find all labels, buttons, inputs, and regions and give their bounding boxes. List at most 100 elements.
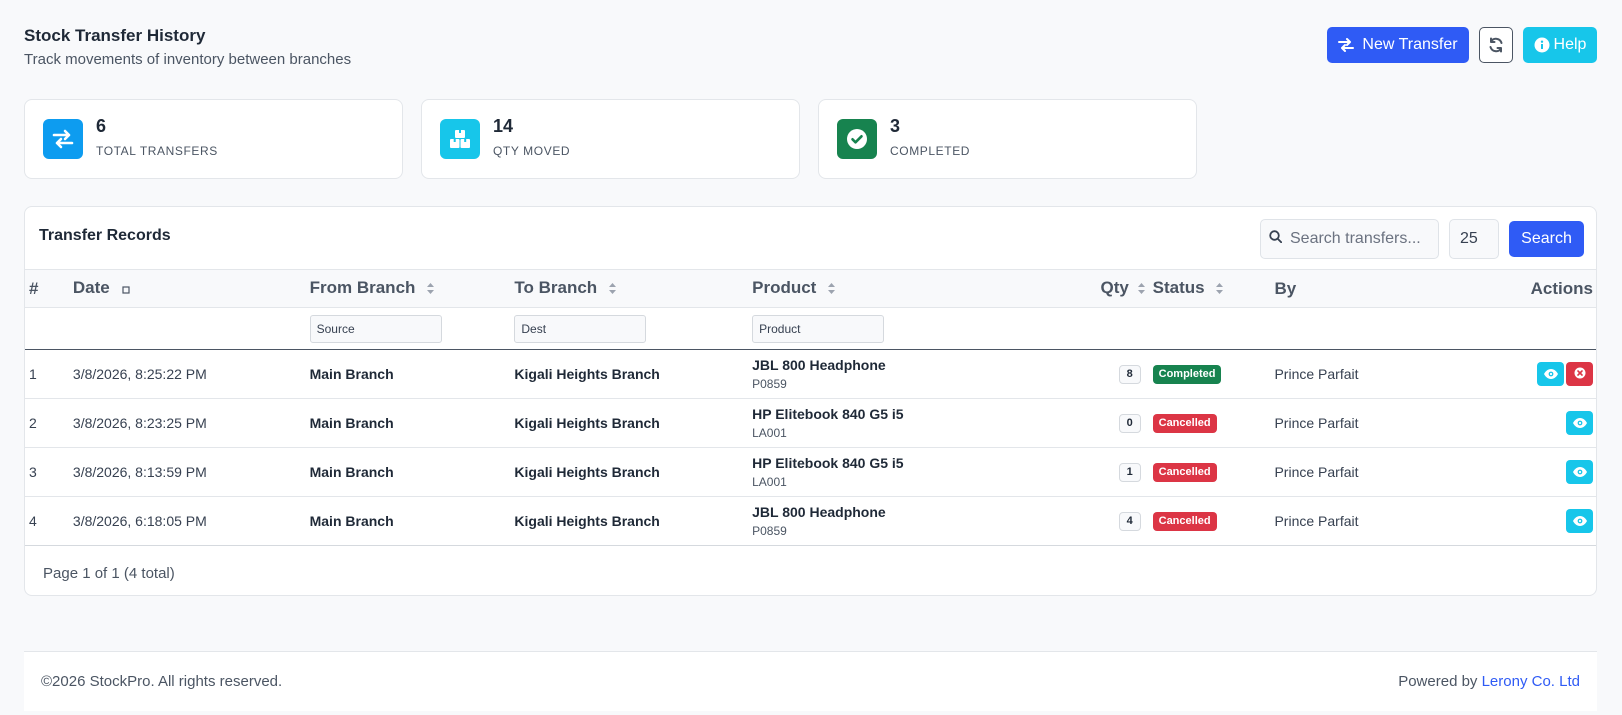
transfer-table: # Date From Branch To Branch Product bbox=[25, 269, 1596, 546]
product-name: JBL 800 Headphone bbox=[752, 504, 886, 520]
row-to-branch: Kigali Heights Branch bbox=[510, 349, 749, 399]
row-from-branch: Main Branch bbox=[305, 349, 511, 399]
copyright-text: ©2026 StockPro. All rights reserved. bbox=[41, 673, 283, 690]
refresh-icon bbox=[1488, 37, 1504, 53]
row-num: 4 bbox=[25, 496, 69, 546]
row-from-branch: Main Branch bbox=[305, 496, 511, 546]
sort-icon bbox=[608, 279, 616, 299]
powered-by: Powered by Lerony Co. Ltd bbox=[1398, 673, 1580, 690]
product-code: LA001 bbox=[752, 475, 787, 489]
info-circle-icon bbox=[1534, 37, 1550, 53]
col-header-actions: Actions bbox=[1443, 269, 1596, 308]
row-product: HP Elitebook 840 G5 i5 LA001 bbox=[748, 398, 1097, 448]
row-by: Prince Parfait bbox=[1270, 447, 1444, 497]
stat-value: 6 bbox=[96, 116, 107, 136]
row-date: 3/8/2026, 8:13:59 PM bbox=[68, 447, 306, 497]
table-row: 2 3/8/2026, 8:23:25 PM Main Branch Kigal… bbox=[25, 398, 1596, 448]
pagination-info: Page 1 of 1 (4 total) bbox=[43, 565, 175, 582]
col-header-status[interactable]: Status bbox=[1148, 269, 1271, 308]
footer: ©2026 StockPro. All rights reserved. Pow… bbox=[24, 651, 1597, 711]
stat-value: 14 bbox=[493, 116, 514, 136]
stat-card-qty-moved: 14 QTY MOVED bbox=[421, 99, 800, 179]
stats-row: 6 TOTAL TRANSFERS 14 QTY MOVED 3 COMPLET… bbox=[24, 99, 1197, 179]
sort-icon bbox=[427, 279, 435, 299]
search-button[interactable]: Search bbox=[1509, 221, 1584, 257]
qty-badge: 0 bbox=[1118, 414, 1141, 433]
page-header: Stock Transfer History Track movements o… bbox=[24, 26, 351, 68]
row-from-branch: Main Branch bbox=[305, 447, 511, 497]
exchange-icon bbox=[1338, 38, 1355, 52]
row-by: Prince Parfait bbox=[1270, 349, 1444, 399]
help-label: Help bbox=[1553, 36, 1587, 53]
page-subtitle: Track movements of inventory between bra… bbox=[24, 51, 352, 68]
status-badge: Cancelled bbox=[1152, 414, 1217, 433]
col-header-to-branch[interactable]: To Branch bbox=[510, 269, 749, 308]
col-header-qty[interactable]: Qty bbox=[1096, 269, 1149, 308]
col-header-from-branch[interactable]: From Branch bbox=[305, 269, 511, 308]
times-circle-icon bbox=[1574, 366, 1586, 382]
new-transfer-label: New Transfer bbox=[1362, 36, 1458, 53]
row-by: Prince Parfait bbox=[1270, 496, 1444, 546]
row-product: JBL 800 Headphone P0859 bbox=[748, 496, 1097, 546]
transfer-records-card: Transfer Records 25 Search # Date From B… bbox=[24, 206, 1597, 596]
row-num: 3 bbox=[25, 447, 69, 497]
product-name: HP Elitebook 840 G5 i5 bbox=[752, 455, 904, 471]
qty-badge: 4 bbox=[1118, 512, 1141, 531]
search-box bbox=[1260, 219, 1439, 259]
stat-card-total-transfers: 6 TOTAL TRANSFERS bbox=[24, 99, 403, 179]
col-header-date[interactable]: Date bbox=[68, 269, 306, 308]
search-icon bbox=[1269, 230, 1283, 248]
col-header-product[interactable]: Product bbox=[748, 269, 1097, 308]
row-date: 3/8/2026, 8:25:22 PM bbox=[68, 349, 306, 399]
powered-by-prefix: Powered by bbox=[1398, 673, 1478, 690]
eye-icon bbox=[1543, 366, 1558, 382]
per-page-input[interactable]: 25 bbox=[1449, 219, 1499, 259]
header-actions: New Transfer Help bbox=[1327, 27, 1597, 63]
qty-badge: 1 bbox=[1118, 463, 1141, 482]
stat-label: QTY MOVED bbox=[493, 144, 571, 158]
sort-icon bbox=[1137, 279, 1145, 299]
sort-icon bbox=[1216, 279, 1224, 299]
help-button[interactable]: Help bbox=[1523, 27, 1597, 63]
row-from-branch: Main Branch bbox=[305, 398, 511, 448]
from-branch-filter[interactable] bbox=[309, 314, 442, 343]
view-button[interactable] bbox=[1566, 509, 1593, 533]
to-branch-filter[interactable] bbox=[514, 314, 647, 343]
qty-badge: 8 bbox=[1118, 365, 1141, 384]
row-product: JBL 800 Headphone P0859 bbox=[748, 349, 1097, 399]
status-badge: Completed bbox=[1152, 365, 1222, 384]
row-num: 2 bbox=[25, 398, 69, 448]
check-circle-icon bbox=[837, 119, 877, 159]
row-num: 1 bbox=[25, 349, 69, 399]
product-name: JBL 800 Headphone bbox=[752, 357, 886, 373]
row-date: 3/8/2026, 8:23:25 PM bbox=[68, 398, 306, 448]
product-filter[interactable] bbox=[752, 314, 885, 343]
row-product: HP Elitebook 840 G5 i5 LA001 bbox=[748, 447, 1097, 497]
search-input[interactable] bbox=[1290, 230, 1430, 248]
view-button[interactable] bbox=[1566, 411, 1593, 435]
cancel-transfer-button[interactable] bbox=[1566, 362, 1593, 386]
stat-value: 3 bbox=[890, 116, 901, 136]
new-transfer-button[interactable]: New Transfer bbox=[1327, 27, 1469, 63]
eye-icon bbox=[1572, 415, 1587, 431]
stat-label: COMPLETED bbox=[890, 144, 971, 158]
col-header-num: # bbox=[25, 269, 69, 308]
records-title: Transfer Records bbox=[39, 227, 171, 244]
row-to-branch: Kigali Heights Branch bbox=[510, 496, 749, 546]
sort-square-icon bbox=[121, 279, 130, 299]
view-button[interactable] bbox=[1537, 362, 1564, 386]
product-code: P0859 bbox=[752, 524, 787, 538]
table-row: 4 3/8/2026, 6:18:05 PM Main Branch Kigal… bbox=[25, 496, 1596, 546]
eye-icon bbox=[1572, 464, 1587, 480]
eye-icon bbox=[1572, 513, 1587, 529]
row-to-branch: Kigali Heights Branch bbox=[510, 447, 749, 497]
status-badge: Cancelled bbox=[1152, 463, 1217, 482]
table-row: 1 3/8/2026, 8:25:22 PM Main Branch Kigal… bbox=[25, 349, 1596, 399]
refresh-button[interactable] bbox=[1479, 27, 1513, 63]
status-badge: Cancelled bbox=[1152, 512, 1217, 531]
stat-label: TOTAL TRANSFERS bbox=[96, 144, 218, 158]
table-row: 3 3/8/2026, 8:13:59 PM Main Branch Kigal… bbox=[25, 447, 1596, 497]
stat-card-completed: 3 COMPLETED bbox=[818, 99, 1197, 179]
view-button[interactable] bbox=[1566, 460, 1593, 484]
lerony-link[interactable]: Lerony Co. Ltd bbox=[1481, 673, 1580, 690]
